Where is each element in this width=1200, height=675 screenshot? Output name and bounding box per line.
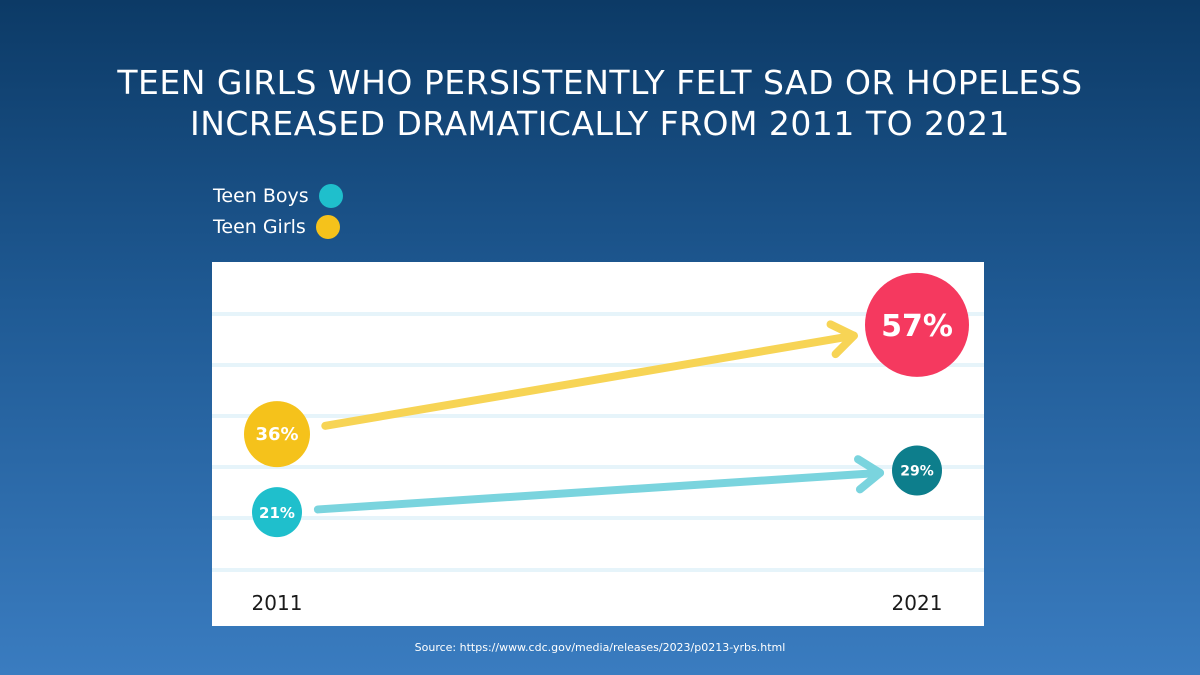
chart-plot: 2011 2021 36% 57% 21% 29%: [212, 272, 984, 615]
arrow-line-teen-boys: [313, 468, 885, 514]
legend-label-teen-boys: Teen Boys: [213, 184, 309, 207]
chart-title-line-1: TEEN GIRLS WHO PERSISTENTLY FELT SAD OR …: [117, 63, 1083, 102]
gridline-3: [212, 414, 984, 418]
data-label-teen-boys-2011: 21%: [259, 504, 295, 522]
gridline-6: [212, 568, 984, 572]
legend-item-teen-girls: Teen Girls: [213, 211, 343, 242]
gridline-4: [212, 465, 984, 469]
gridline-1: [212, 312, 984, 316]
gridline-5: [212, 516, 984, 520]
data-label-teen-girls-2021: 57%: [881, 309, 953, 344]
data-label-teen-boys-2021: 29%: [900, 464, 934, 480]
legend-swatch-teen-girls: [315, 214, 340, 239]
chart-title: TEEN GIRLS WHO PERSISTENTLY FELT SAD OR …: [0, 62, 1200, 144]
legend-label-teen-girls: Teen Girls: [213, 215, 306, 238]
legend: Teen Boys Teen Girls: [213, 180, 343, 242]
legend-swatch-teen-boys: [318, 183, 343, 208]
source-citation: Source: https://www.cdc.gov/media/releas…: [414, 641, 786, 654]
chart-title-line-2: INCREASED DRAMATICALLY FROM 2011 TO 2021: [189, 104, 1011, 143]
arrow-line-teen-girls: [321, 331, 858, 430]
point-teen-girls-2011: [244, 401, 310, 468]
data-label-teen-girls-2011: 36%: [255, 424, 298, 445]
point-teen-girls-2021: [865, 272, 969, 377]
point-teen-boys-2011: [252, 487, 302, 538]
arrow-head-teen-boys: [853, 455, 885, 494]
point-teen-boys-2021: [892, 445, 942, 496]
arrow-head-teen-girls: [826, 320, 858, 359]
chart-panel: 2011 2021 36% 57% 21% 29%: [212, 262, 984, 626]
x-tick-label-2021: 2021: [892, 591, 943, 615]
legend-item-teen-boys: Teen Boys: [213, 180, 343, 211]
x-tick-label-2011: 2011: [252, 591, 303, 615]
gridline-2: [212, 363, 984, 367]
